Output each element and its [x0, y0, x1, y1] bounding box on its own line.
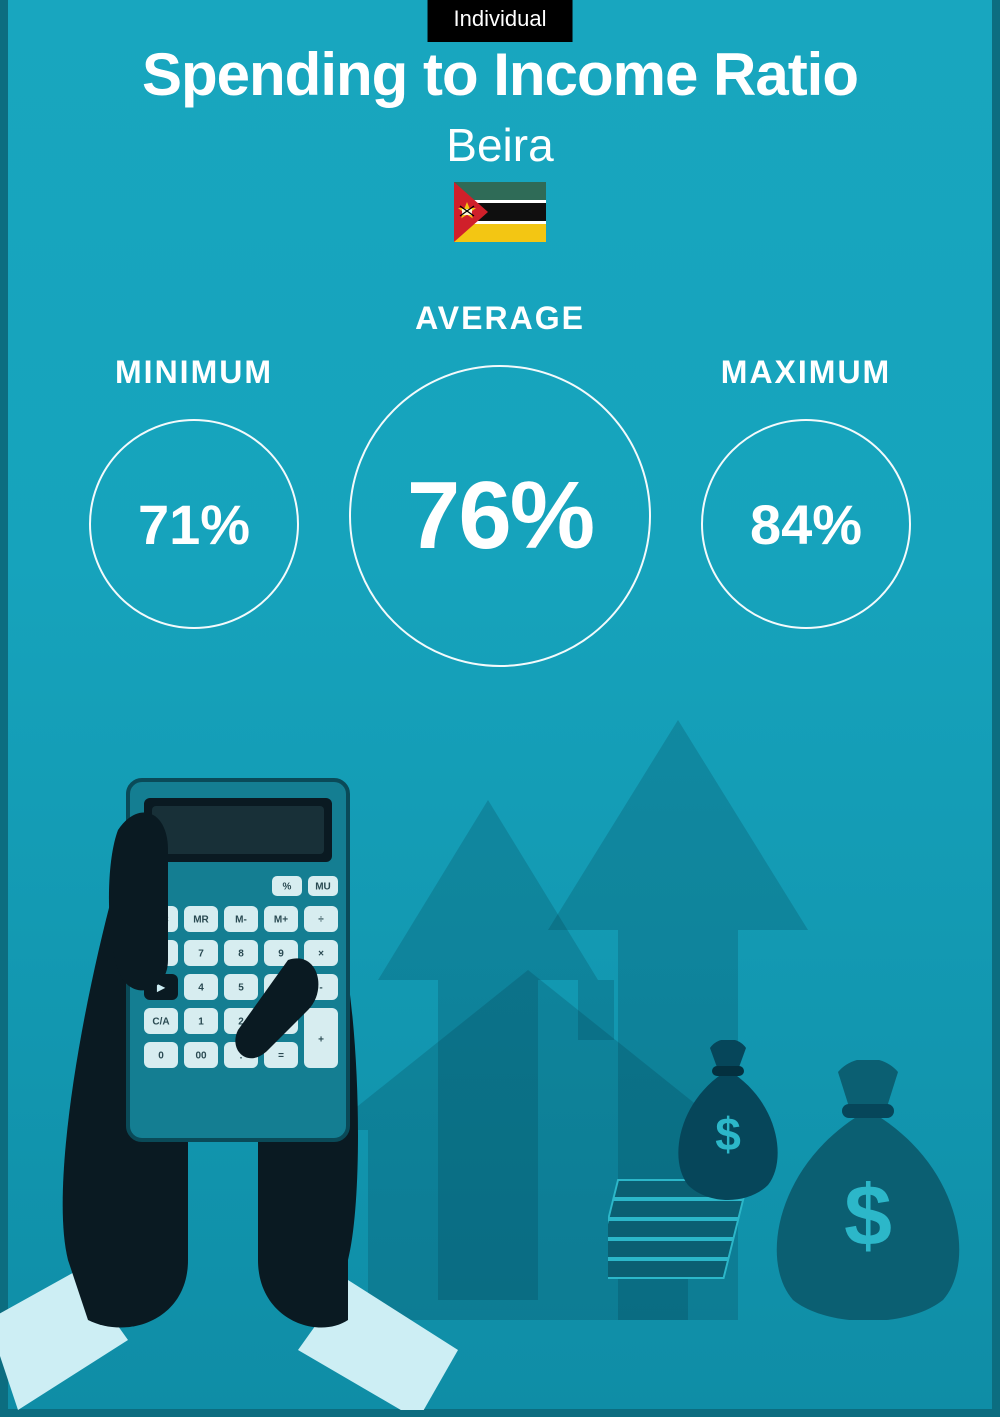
svg-text:M+: M+ — [274, 915, 288, 926]
stat-label-maximum: MAXIMUM — [721, 354, 891, 391]
svg-text:C/A: C/A — [152, 1017, 169, 1028]
svg-text:$: $ — [844, 1168, 892, 1264]
svg-text:7: 7 — [198, 949, 204, 960]
stat-value-maximum: 84% — [750, 492, 862, 557]
page-title: Spending to Income Ratio — [8, 40, 992, 109]
svg-text:9: 9 — [278, 949, 284, 960]
category-badge: Individual — [428, 0, 573, 42]
svg-text:=: = — [278, 1051, 284, 1062]
stat-average: AVERAGE 76% — [349, 300, 651, 667]
location-subtitle: Beira — [8, 118, 992, 172]
stat-circle-minimum: 71% — [89, 419, 299, 629]
svg-text:MU: MU — [315, 882, 331, 893]
calculator-hands-icon: % MU MC MR M- M+ ÷ +/- 7 8 9 × ▶ 4 5 6 -… — [0, 760, 468, 1410]
svg-text:+: + — [318, 1035, 324, 1046]
stat-minimum: MINIMUM 71% — [89, 300, 299, 629]
stat-circle-average: 76% — [349, 365, 651, 667]
svg-text:0: 0 — [158, 1051, 164, 1062]
stat-maximum: MAXIMUM 84% — [701, 300, 911, 629]
svg-text:÷: ÷ — [318, 915, 324, 926]
stat-value-average: 76% — [407, 461, 593, 571]
stat-circle-maximum: 84% — [701, 419, 911, 629]
svg-text:-: - — [319, 983, 322, 994]
svg-text:5: 5 — [238, 983, 244, 994]
flag-icon — [454, 182, 546, 242]
stats-row: MINIMUM 71% AVERAGE 76% MAXIMUM 84% — [8, 300, 992, 667]
money-bag-large-icon: $ — [758, 1060, 978, 1320]
svg-text:$: $ — [715, 1108, 741, 1160]
stat-label-average: AVERAGE — [415, 300, 585, 337]
infographic-canvas: Individual Spending to Income Ratio Beir… — [0, 0, 1000, 1417]
svg-text:00: 00 — [195, 1051, 207, 1062]
svg-text:%: % — [283, 882, 292, 893]
svg-text:8: 8 — [238, 949, 244, 960]
svg-text:4: 4 — [198, 983, 204, 994]
svg-text:1: 1 — [198, 1017, 204, 1028]
stat-value-minimum: 71% — [138, 492, 250, 557]
svg-text:×: × — [318, 949, 324, 960]
svg-text:M-: M- — [235, 915, 247, 926]
stat-label-minimum: MINIMUM — [115, 354, 273, 391]
svg-text:MR: MR — [193, 915, 209, 926]
